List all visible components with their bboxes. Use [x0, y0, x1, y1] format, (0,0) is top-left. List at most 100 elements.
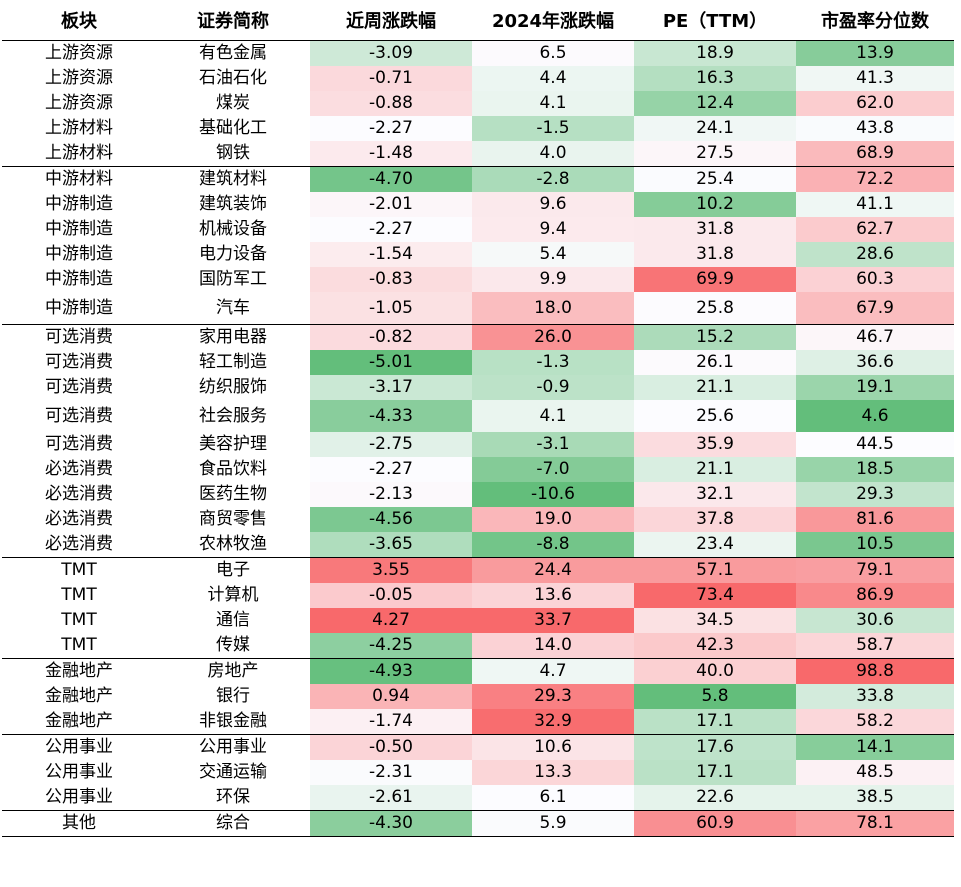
pe-percentile-cell: 79.1 [796, 557, 954, 583]
week-change-cell: -5.01 [310, 350, 472, 375]
pe-percentile-cell: 10.5 [796, 532, 954, 558]
pe-percentile-cell: 44.5 [796, 432, 954, 457]
ytd-change-cell: 19.0 [472, 507, 634, 532]
week-change-cell: -4.70 [310, 166, 472, 192]
week-change-cell: -2.31 [310, 760, 472, 785]
pe-ttm-cell: 15.2 [634, 324, 796, 350]
pe-percentile-cell: 14.1 [796, 734, 954, 760]
pe-ttm-cell: 17.6 [634, 734, 796, 760]
table-row: 上游材料 钢铁 -1.48 4.0 27.5 68.9 [2, 141, 954, 167]
ytd-change-cell: 9.4 [472, 217, 634, 242]
sector-cell: 必选消费 [45, 459, 113, 479]
ytd-change-cell: -0.9 [472, 375, 634, 400]
security-name-cell: 传媒 [216, 635, 250, 655]
pe-ttm-cell: 22.6 [634, 785, 796, 811]
sector-cell: 必选消费 [45, 534, 113, 554]
sector-cell: 中游材料 [2, 166, 156, 192]
ytd-change-cell: 18.0 [472, 292, 634, 325]
security-name-cell: 环保 [216, 787, 250, 807]
pe-ttm-cell: 69.9 [634, 267, 796, 292]
pe-ttm-cell: 21.1 [634, 375, 796, 400]
pe-ttm-cell: 18.9 [634, 40, 796, 66]
table-row: 中游材料 建筑材料 -4.70 -2.8 25.4 72.2 [2, 166, 954, 192]
pe-ttm-cell: 27.5 [634, 141, 796, 167]
security-name-cell: 计算机 [207, 585, 259, 605]
sector-cell: 可选消费 [45, 434, 113, 454]
pe-percentile-cell: 62.0 [796, 91, 954, 116]
ytd-change-cell: 9.6 [472, 192, 634, 217]
sector-cell: 中游制造 [45, 244, 113, 264]
sector-cell: 中游制造 [45, 298, 113, 318]
ytd-change-cell: 10.6 [472, 734, 634, 760]
security-name-cell: 机械设备 [199, 219, 267, 239]
sector-cell: 可选消费 [45, 352, 113, 372]
sector-cell: 上游资源 [45, 93, 113, 113]
table-body: 上游资源 有色金属 -3.09 6.5 18.9 13.9 上游资源 石油石化 -0.71 4.4… [2, 40, 954, 837]
ytd-change-cell: 4.4 [472, 66, 634, 91]
pe-ttm-cell: 42.3 [634, 633, 796, 659]
pe-ttm-cell: 21.1 [634, 457, 796, 482]
week-change-cell: -3.09 [310, 40, 472, 66]
pe-percentile-cell: 19.1 [796, 375, 954, 400]
pe-ttm-cell: 32.1 [634, 482, 796, 507]
security-name-cell: 交通运输 [199, 762, 267, 782]
table-row: 上游资源 煤炭 -0.88 4.1 12.4 62.0 [2, 91, 954, 116]
week-change-cell: -2.61 [310, 785, 472, 811]
pe-ttm-cell: 25.6 [634, 400, 796, 432]
pe-percentile-cell: 33.8 [796, 684, 954, 709]
sector-cell: 中游制造 [45, 219, 113, 239]
pe-ttm-cell: 31.8 [634, 217, 796, 242]
table-row: 可选消费 美容护理 -2.75 -3.1 35.9 44.5 [2, 432, 954, 457]
week-change-cell: -4.30 [310, 810, 472, 837]
table-row: 金融地产 银行 0.94 29.3 5.8 33.8 [2, 684, 954, 709]
pe-ttm-cell: 25.8 [634, 292, 796, 325]
table-row: 中游制造 电力设备 -1.54 5.4 31.8 28.6 [2, 242, 954, 267]
pe-percentile-cell: 58.7 [796, 633, 954, 659]
sector-cell: 金融地产 [2, 658, 156, 684]
week-change-cell: -4.56 [310, 507, 472, 532]
ytd-change-cell: 4.7 [472, 658, 634, 684]
sector-cell: 可选消费 [45, 377, 113, 397]
table-row: 中游制造 汽车 -1.05 18.0 25.8 67.9 [2, 292, 954, 325]
table-row: 金融地产 房地产 -4.93 4.7 40.0 98.8 [2, 658, 954, 684]
security-name-cell: 基础化工 [199, 118, 267, 138]
header-row: 板块 证券简称 近周涨跌幅 2024年涨跌幅 PE（TTM） 市盈率分位数 [2, 0, 954, 41]
ytd-change-cell: -8.8 [472, 532, 634, 558]
table-row: 公用事业 交通运输 -2.31 13.3 17.1 48.5 [2, 760, 954, 785]
ytd-change-cell: 5.4 [472, 242, 634, 267]
week-change-cell: -4.93 [310, 658, 472, 684]
table-row: 金融地产 非银金融 -1.74 32.9 17.1 58.2 [2, 709, 954, 735]
security-name-cell: 建筑装饰 [199, 194, 267, 214]
security-name-cell: 纺织服饰 [199, 377, 267, 397]
pe-percentile-cell: 38.5 [796, 785, 954, 811]
table-row: TMT 通信 4.27 33.7 34.5 30.6 [2, 608, 954, 633]
week-change-cell: -0.05 [310, 583, 472, 608]
sector-cell: 上游材料 [45, 143, 113, 163]
sector-cell: TMT [61, 585, 97, 605]
table-row: TMT 电子 3.55 24.4 57.1 79.1 [2, 557, 954, 583]
pe-percentile-cell: 46.7 [796, 324, 954, 350]
ytd-change-cell: 9.9 [472, 267, 634, 292]
sector-cell: 上游资源 [45, 43, 113, 63]
week-change-cell: -0.82 [310, 324, 472, 350]
pe-percentile-cell: 78.1 [796, 810, 954, 837]
pe-percentile-cell: 41.1 [796, 192, 954, 217]
sector-cell: 金融地产 [45, 711, 113, 731]
security-name-cell: 非银金融 [199, 711, 267, 731]
week-change-cell: -2.01 [310, 192, 472, 217]
security-name-cell: 社会服务 [199, 406, 267, 426]
header-name: 证券简称 [156, 0, 310, 41]
pe-percentile-cell: 13.9 [796, 40, 954, 66]
week-change-cell: -2.75 [310, 432, 472, 457]
ytd-change-cell: 4.0 [472, 141, 634, 167]
security-name-cell: 房地产 [156, 658, 310, 684]
week-change-cell: -4.25 [310, 633, 472, 659]
ytd-change-cell: -7.0 [472, 457, 634, 482]
pe-percentile-cell: 36.6 [796, 350, 954, 375]
week-change-cell: -3.17 [310, 375, 472, 400]
ytd-change-cell: -10.6 [472, 482, 634, 507]
week-change-cell: -4.33 [310, 400, 472, 432]
ytd-change-cell: 14.0 [472, 633, 634, 659]
pe-percentile-cell: 29.3 [796, 482, 954, 507]
table-row: 可选消费 纺织服饰 -3.17 -0.9 21.1 19.1 [2, 375, 954, 400]
